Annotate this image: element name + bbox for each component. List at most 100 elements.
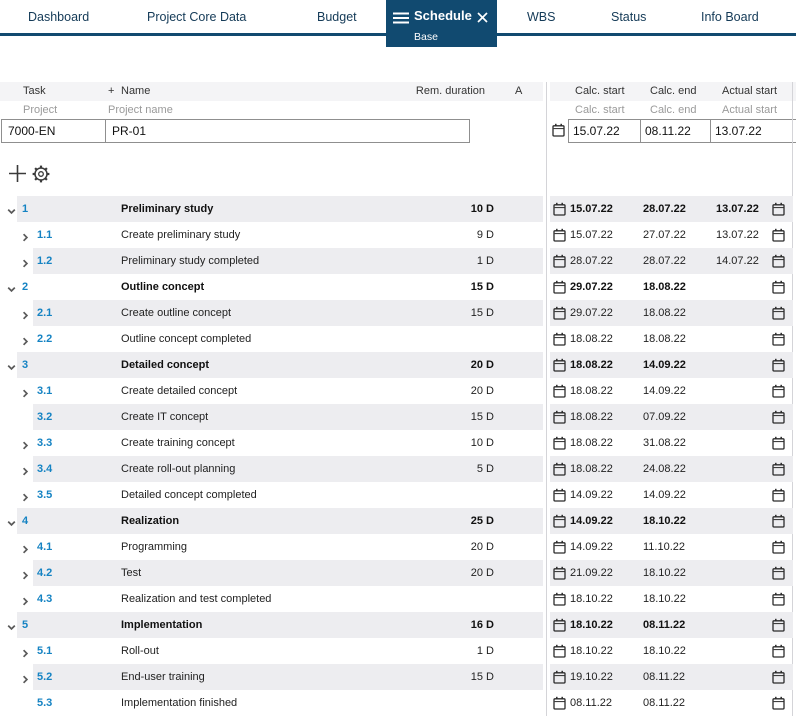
col-rem-duration[interactable]: Rem. duration bbox=[415, 85, 485, 97]
calc-end-date[interactable]: 08.11.22 bbox=[643, 697, 686, 709]
chevron-right-icon[interactable] bbox=[20, 568, 31, 586]
calc-start-date[interactable]: 18.10.22 bbox=[570, 645, 613, 657]
task-row[interactable]: 4.1 Programming 20 D bbox=[0, 534, 543, 560]
calc-start-field[interactable]: 15.07.22 bbox=[568, 119, 646, 143]
task-row[interactable]: 3 Detailed concept 20 D bbox=[0, 352, 543, 378]
calendar-icon[interactable] bbox=[553, 514, 566, 533]
calc-end-date[interactable]: 14.09.22 bbox=[643, 385, 686, 397]
calendar-icon[interactable] bbox=[553, 618, 566, 637]
calendar-icon[interactable] bbox=[772, 410, 785, 429]
task-row[interactable]: 3.2 Create IT concept 15 D bbox=[0, 404, 543, 430]
task-row[interactable]: 2.2 Outline concept completed bbox=[0, 326, 543, 352]
chevron-down-icon[interactable] bbox=[6, 204, 17, 222]
task-row[interactable]: 1.2 Preliminary study completed 1 D bbox=[0, 248, 543, 274]
calc-start-date[interactable]: 14.09.22 bbox=[570, 541, 613, 553]
calendar-icon[interactable] bbox=[553, 254, 566, 273]
calendar-icon[interactable] bbox=[553, 228, 566, 247]
calendar-icon[interactable] bbox=[772, 462, 785, 481]
calendar-icon[interactable] bbox=[553, 436, 566, 455]
project-id-field[interactable]: 7000-EN bbox=[2, 120, 106, 142]
task-row[interactable]: 5.2 End-user training 15 D bbox=[0, 664, 543, 690]
calc-start-date[interactable]: 18.08.22 bbox=[570, 359, 613, 371]
col-a-cut[interactable]: A bbox=[515, 85, 523, 97]
tab-status[interactable]: Status bbox=[611, 9, 647, 24]
task-row[interactable]: 2 Outline concept 15 D bbox=[0, 274, 543, 300]
col-calc-end[interactable]: Calc. end bbox=[650, 85, 697, 97]
tab-wbs[interactable]: WBS bbox=[527, 9, 556, 24]
calc-end-date[interactable]: 18.08.22 bbox=[643, 281, 686, 293]
col-name[interactable]: Name bbox=[121, 85, 151, 97]
calc-start-date[interactable]: 29.07.22 bbox=[570, 281, 613, 293]
calendar-icon[interactable] bbox=[772, 514, 785, 533]
calc-end-date[interactable]: 18.10.22 bbox=[643, 645, 686, 657]
tab-project-core-data[interactable]: Project Core Data bbox=[147, 9, 247, 24]
calendar-icon[interactable] bbox=[772, 384, 785, 403]
calendar-icon[interactable] bbox=[772, 488, 785, 507]
calendar-icon[interactable] bbox=[553, 670, 566, 689]
calc-start-date[interactable]: 18.08.22 bbox=[570, 411, 613, 423]
calendar-icon[interactable] bbox=[772, 566, 785, 585]
calendar-icon[interactable] bbox=[772, 358, 785, 377]
calendar-icon[interactable] bbox=[772, 332, 785, 351]
calendar-icon[interactable] bbox=[553, 202, 566, 221]
chevron-down-icon[interactable] bbox=[6, 620, 17, 638]
calendar-icon[interactable] bbox=[772, 644, 785, 663]
chevron-right-icon[interactable] bbox=[20, 594, 31, 612]
task-row[interactable]: 1 Preliminary study 10 D bbox=[0, 196, 543, 222]
calc-start-date[interactable]: 15.07.22 bbox=[570, 203, 613, 215]
calc-start-date[interactable]: 18.10.22 bbox=[570, 619, 613, 631]
tab-budget[interactable]: Budget bbox=[317, 9, 357, 24]
calc-end-date[interactable]: 14.09.22 bbox=[643, 359, 686, 371]
calc-start-date[interactable]: 14.09.22 bbox=[570, 515, 613, 527]
chevron-right-icon[interactable] bbox=[20, 308, 31, 326]
chevron-right-icon[interactable] bbox=[20, 256, 31, 274]
actual-start-date[interactable]: 13.07.22 bbox=[716, 203, 759, 215]
col-task[interactable]: Task bbox=[23, 85, 46, 97]
task-row[interactable]: 4.2 Test 20 D bbox=[0, 560, 543, 586]
chevron-right-icon[interactable] bbox=[20, 490, 31, 508]
calc-start-date[interactable]: 14.09.22 bbox=[570, 489, 613, 501]
calendar-icon[interactable] bbox=[553, 540, 566, 559]
task-row[interactable]: 1.1 Create preliminary study 9 D bbox=[0, 222, 543, 248]
calc-end-date[interactable]: 11.10.22 bbox=[643, 541, 686, 553]
project-input-box[interactable]: 7000-EN PR-01 bbox=[1, 119, 470, 143]
gear-icon[interactable] bbox=[31, 164, 51, 189]
calendar-icon[interactable] bbox=[772, 306, 785, 325]
calc-end-date[interactable]: 18.10.22 bbox=[643, 515, 686, 527]
calc-start-date[interactable]: 08.11.22 bbox=[570, 697, 613, 709]
calc-start-date[interactable]: 15.07.22 bbox=[570, 229, 613, 241]
calc-start-date[interactable]: 28.07.22 bbox=[570, 255, 613, 267]
col-actual-start[interactable]: Actual start bbox=[722, 85, 778, 97]
calc-start-date[interactable]: 18.08.22 bbox=[570, 333, 613, 345]
add-column-icon[interactable]: + bbox=[108, 85, 115, 97]
calc-end-date[interactable]: 08.11.22 bbox=[643, 619, 686, 631]
calc-start-date[interactable]: 21.09.22 bbox=[570, 567, 613, 579]
calc-end-date[interactable]: 07.09.22 bbox=[643, 411, 686, 423]
calc-start-date[interactable]: 18.08.22 bbox=[570, 385, 613, 397]
hamburger-menu-icon[interactable] bbox=[393, 11, 409, 29]
chevron-right-icon[interactable] bbox=[20, 386, 31, 404]
calc-end-date[interactable]: 28.07.22 bbox=[643, 255, 686, 267]
task-row[interactable]: 3.3 Create training concept 10 D bbox=[0, 430, 543, 456]
chevron-down-icon[interactable] bbox=[6, 360, 17, 378]
calendar-icon[interactable] bbox=[553, 462, 566, 481]
calendar-icon[interactable] bbox=[772, 592, 785, 611]
calc-start-date[interactable]: 18.08.22 bbox=[570, 463, 613, 475]
calc-end-date[interactable]: 18.08.22 bbox=[643, 333, 686, 345]
calc-end-date[interactable]: 31.08.22 bbox=[643, 437, 686, 449]
calc-end-date[interactable]: 24.08.22 bbox=[643, 463, 686, 475]
calendar-icon[interactable] bbox=[772, 436, 785, 455]
calendar-icon[interactable] bbox=[553, 488, 566, 507]
tab-schedule-active[interactable]: Schedule Base bbox=[386, 0, 497, 47]
calc-end-date[interactable]: 08.11.22 bbox=[643, 671, 686, 683]
chevron-right-icon[interactable] bbox=[20, 646, 31, 664]
calendar-icon[interactable] bbox=[553, 358, 566, 377]
calendar-icon[interactable] bbox=[553, 592, 566, 611]
calc-end-date[interactable]: 27.07.22 bbox=[643, 229, 686, 241]
chevron-right-icon[interactable] bbox=[20, 672, 31, 690]
calendar-icon[interactable] bbox=[553, 410, 566, 429]
task-row[interactable]: 3.4 Create roll-out planning 5 D bbox=[0, 456, 543, 482]
chevron-right-icon[interactable] bbox=[20, 334, 31, 352]
calendar-icon[interactable] bbox=[772, 618, 785, 637]
actual-start-date[interactable]: 13.07.22 bbox=[716, 229, 759, 241]
